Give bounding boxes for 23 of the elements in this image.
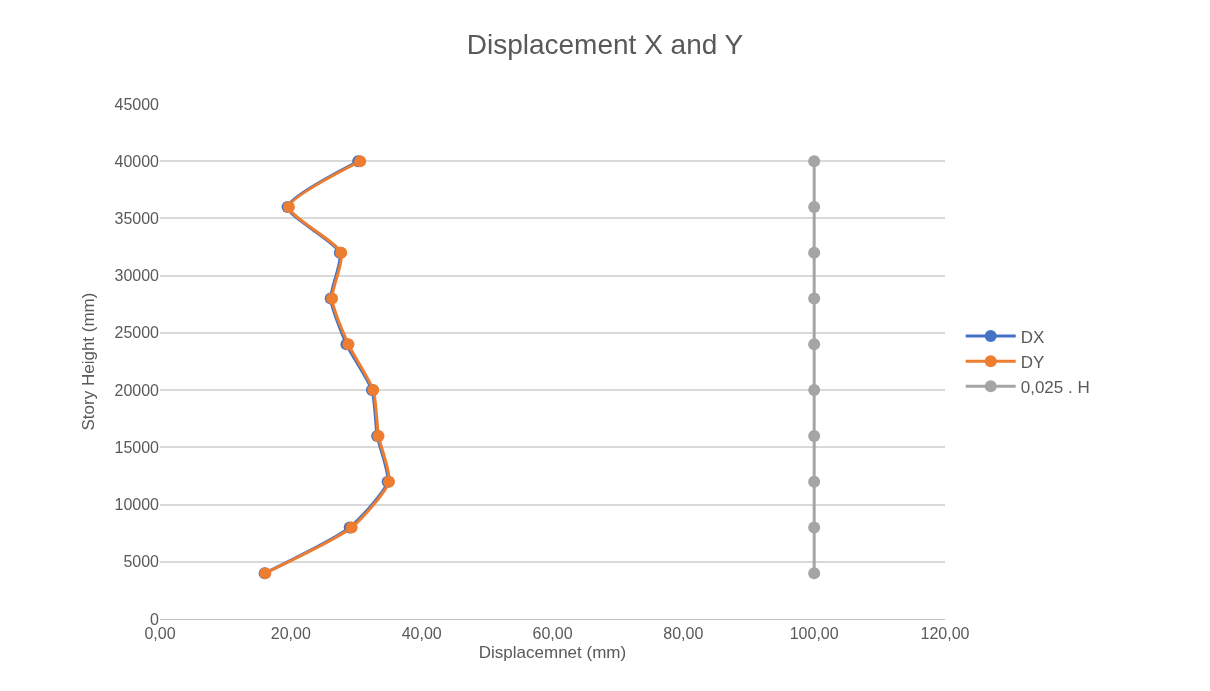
y-tick-label: 20000 (114, 381, 160, 399)
x-axis-title: Displacemnet (mm) (478, 642, 627, 662)
y-tick-label: 0 (150, 610, 160, 628)
chart-title: Displacement X and Y (466, 29, 744, 61)
y-axis-title: Story Height (mm) (79, 292, 99, 431)
y-tick-label: 25000 (114, 324, 160, 342)
legend-label: DX (1020, 327, 1045, 347)
x-tick-label: 120,00 (920, 625, 970, 643)
legend-label: DY (1020, 352, 1045, 372)
y-tick-label: 45000 (114, 95, 160, 113)
y-tick-label: 40000 (114, 152, 160, 170)
x-tick-label: 60,00 (532, 625, 573, 643)
x-tick-label: 20,00 (270, 625, 311, 643)
y-tick-label: 30000 (114, 267, 160, 285)
x-tick-label: 100,00 (789, 625, 839, 643)
y-tick-label: 35000 (114, 210, 160, 228)
x-tick-label: 80,00 (663, 625, 704, 643)
x-tick-label: 40,00 (401, 625, 442, 643)
y-tick-label: 10000 (114, 496, 160, 514)
x-tick-label: 0,00 (144, 625, 176, 643)
y-tick-label: 15000 (114, 438, 160, 456)
legend-label: 0,025 . H (1020, 377, 1090, 397)
y-tick-label: 5000 (123, 553, 160, 571)
